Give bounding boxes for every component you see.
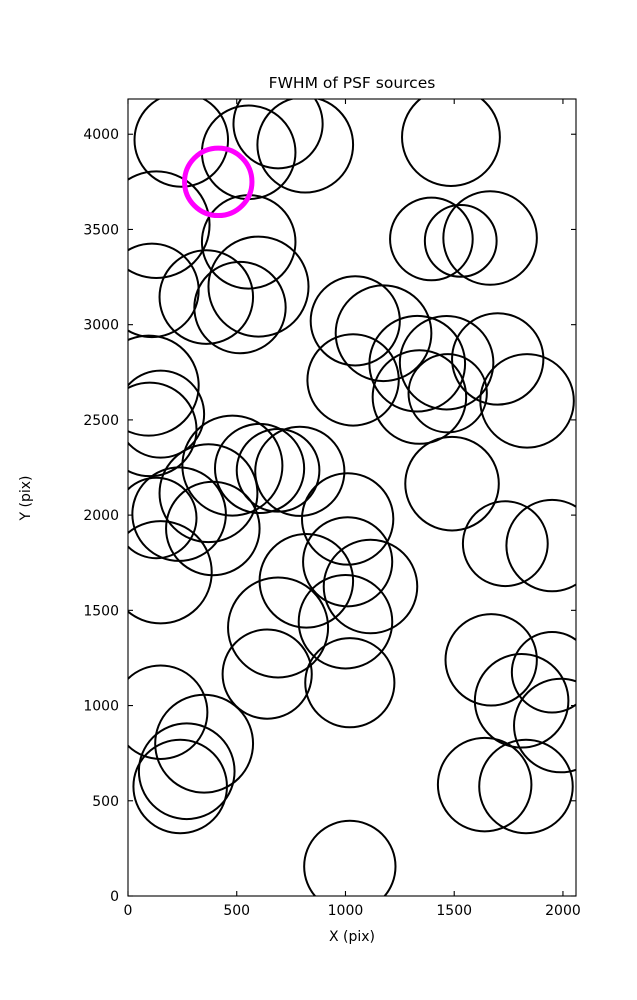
y-tick-label: 4000: [83, 127, 119, 143]
x-tick-label: 1000: [328, 903, 364, 919]
psf-source-circle: [303, 819, 397, 896]
psf-source-circle: [451, 312, 545, 406]
psf-source-circle: [423, 204, 498, 278]
psf-source-highlighted: [182, 145, 255, 219]
psf-source-circle: [207, 235, 310, 338]
psf-source-circle: [256, 99, 355, 194]
y-tick-label: 3500: [83, 222, 119, 238]
x-tick-label: 500: [223, 903, 250, 919]
psf-source-circle: [401, 99, 501, 188]
psf-source-circle: [254, 425, 346, 517]
psf-source-circle: [227, 576, 330, 679]
psf-source-circle: [334, 284, 433, 383]
chart-title: FWHM of PSF sources: [269, 74, 436, 92]
psf-source-circle: [371, 349, 468, 445]
psf-source-circle: [505, 498, 576, 593]
psf-source-circle: [407, 353, 488, 434]
psf-source-circle: [513, 677, 576, 774]
x-tick-label: 1500: [436, 903, 472, 919]
x-tick-label: 2000: [545, 903, 581, 919]
psf-source-circle: [128, 334, 200, 437]
x-tick-label: 0: [124, 903, 133, 919]
psf-source-circle: [306, 333, 400, 427]
psf-source-circle: [154, 693, 255, 794]
psf-source-circle: [128, 170, 211, 279]
x-axis-label: X (pix): [329, 929, 375, 945]
psf-source-circle: [132, 738, 228, 835]
psf-source-circle: [158, 443, 259, 544]
psf-source-circle: [304, 637, 396, 729]
psf-source-circle: [473, 653, 570, 749]
psf-source-circle: [300, 472, 395, 566]
psf-source-circle: [133, 99, 230, 188]
psf-source-circle: [128, 520, 213, 625]
y-tick-label: 0: [110, 889, 119, 905]
psf-source-circle: [309, 275, 401, 367]
y-tick-label: 3000: [83, 318, 119, 334]
psf-source-circle: [404, 435, 500, 532]
psf-source-circle: [193, 260, 287, 355]
psf-source-circle: [128, 476, 198, 560]
psf-source-circle: [479, 353, 575, 449]
psf-source-circle: [368, 314, 467, 413]
psf-source-circle: [510, 631, 576, 714]
psf-source-circle: [128, 369, 206, 459]
psf-source-circle: [232, 99, 324, 170]
psf-source-circle: [389, 196, 474, 282]
psf-source-circle: [297, 574, 394, 670]
y-tick-label: 1000: [83, 699, 119, 715]
y-tick-label: 2500: [83, 413, 119, 429]
axes-frame: [127, 98, 577, 897]
psf-source-circle: [128, 664, 209, 760]
psf-source-circle: [235, 428, 321, 513]
psf-source-circle: [461, 500, 549, 588]
y-tick-label: 500: [92, 794, 119, 810]
psf-source-circle: [181, 414, 284, 517]
y-axis-label: Y (pix): [18, 476, 34, 522]
y-tick-label: 1500: [83, 603, 119, 619]
psf-source-circle: [213, 422, 306, 515]
psf-source-circle: [302, 516, 394, 608]
psf-source-circle: [165, 480, 261, 577]
y-tick-label: 2000: [83, 508, 119, 524]
psf-source-circle: [221, 628, 313, 720]
psf-source-circle: [436, 736, 533, 833]
psf-source-circle: [442, 190, 538, 286]
psf-source-circle: [398, 315, 495, 411]
psf-source-circle: [137, 722, 236, 821]
psf-source-circle: [158, 249, 255, 345]
plot-clip-group: [128, 99, 576, 896]
psf-source-circle: [478, 738, 574, 835]
psf-source-circle: [444, 613, 538, 707]
axis-ticks-layer: 0 500 1000 1500 2000 0 500 1000 1500 2000 2500 3000…: [83, 99, 581, 919]
psf-source-circle: [128, 242, 200, 339]
psf-source-circle: [322, 538, 419, 635]
psf-circles-layer: [128, 99, 576, 896]
